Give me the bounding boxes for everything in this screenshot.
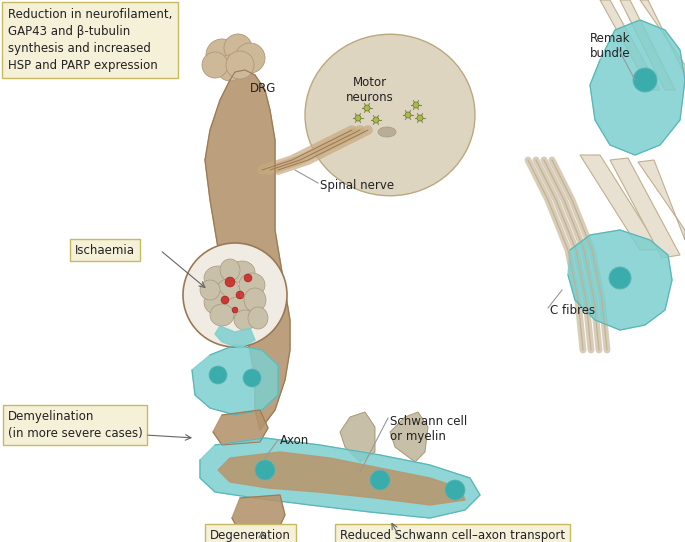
Circle shape	[413, 102, 419, 108]
Circle shape	[206, 39, 238, 71]
Ellipse shape	[220, 259, 240, 281]
Text: Degeneration: Degeneration	[210, 529, 291, 542]
Circle shape	[236, 291, 244, 299]
Polygon shape	[218, 452, 465, 505]
Circle shape	[217, 55, 243, 81]
Circle shape	[243, 369, 261, 387]
Polygon shape	[205, 70, 290, 430]
Text: C fibres: C fibres	[550, 304, 595, 317]
Ellipse shape	[234, 310, 256, 330]
Circle shape	[255, 460, 275, 480]
Text: Ischaemia: Ischaemia	[75, 243, 135, 256]
Text: Axon: Axon	[280, 434, 309, 447]
Circle shape	[373, 117, 379, 123]
Circle shape	[225, 277, 235, 287]
Polygon shape	[200, 438, 480, 518]
Polygon shape	[620, 0, 675, 90]
Ellipse shape	[204, 290, 226, 314]
Polygon shape	[213, 410, 268, 445]
Text: DRG: DRG	[250, 81, 276, 94]
Circle shape	[221, 296, 229, 304]
Ellipse shape	[244, 288, 266, 312]
Circle shape	[370, 470, 390, 490]
Circle shape	[417, 115, 423, 121]
Circle shape	[364, 105, 370, 111]
Polygon shape	[590, 20, 685, 155]
Ellipse shape	[224, 297, 252, 319]
Ellipse shape	[216, 279, 240, 305]
Circle shape	[609, 267, 631, 289]
Ellipse shape	[200, 280, 220, 300]
Polygon shape	[390, 412, 428, 462]
Ellipse shape	[204, 266, 232, 290]
Polygon shape	[638, 160, 685, 240]
Text: Motor
neurons: Motor neurons	[346, 76, 394, 104]
Text: Demyelination
(in more severe cases): Demyelination (in more severe cases)	[8, 410, 142, 440]
Circle shape	[244, 274, 252, 282]
Circle shape	[445, 480, 465, 500]
Circle shape	[183, 243, 287, 347]
Polygon shape	[232, 495, 285, 533]
Text: Reduction in neurofilament,
GAP43 and β-tubulin
synthesis and increased
HSP and : Reduction in neurofilament, GAP43 and β-…	[8, 8, 173, 72]
Circle shape	[355, 115, 361, 121]
Polygon shape	[215, 326, 255, 348]
Ellipse shape	[239, 273, 265, 297]
Polygon shape	[600, 0, 660, 90]
Ellipse shape	[210, 304, 234, 326]
Text: Remak
bundle: Remak bundle	[590, 32, 631, 60]
Polygon shape	[340, 412, 375, 462]
Ellipse shape	[229, 261, 255, 283]
Ellipse shape	[248, 307, 268, 329]
Circle shape	[209, 366, 227, 384]
Ellipse shape	[378, 127, 396, 137]
Circle shape	[405, 112, 411, 118]
Ellipse shape	[305, 34, 475, 196]
Polygon shape	[192, 345, 278, 415]
Polygon shape	[568, 230, 672, 330]
Polygon shape	[580, 155, 660, 250]
Text: Reduced Schwann cell–axon transport: Reduced Schwann cell–axon transport	[340, 529, 565, 542]
Polygon shape	[610, 158, 680, 258]
Text: Schwann cell
or myelin: Schwann cell or myelin	[390, 415, 467, 443]
Circle shape	[224, 34, 252, 62]
Circle shape	[235, 43, 265, 73]
Circle shape	[633, 68, 657, 92]
Circle shape	[202, 52, 228, 78]
Circle shape	[226, 51, 254, 79]
Polygon shape	[640, 0, 685, 75]
Circle shape	[232, 307, 238, 313]
Text: Spinal nerve: Spinal nerve	[320, 178, 394, 191]
